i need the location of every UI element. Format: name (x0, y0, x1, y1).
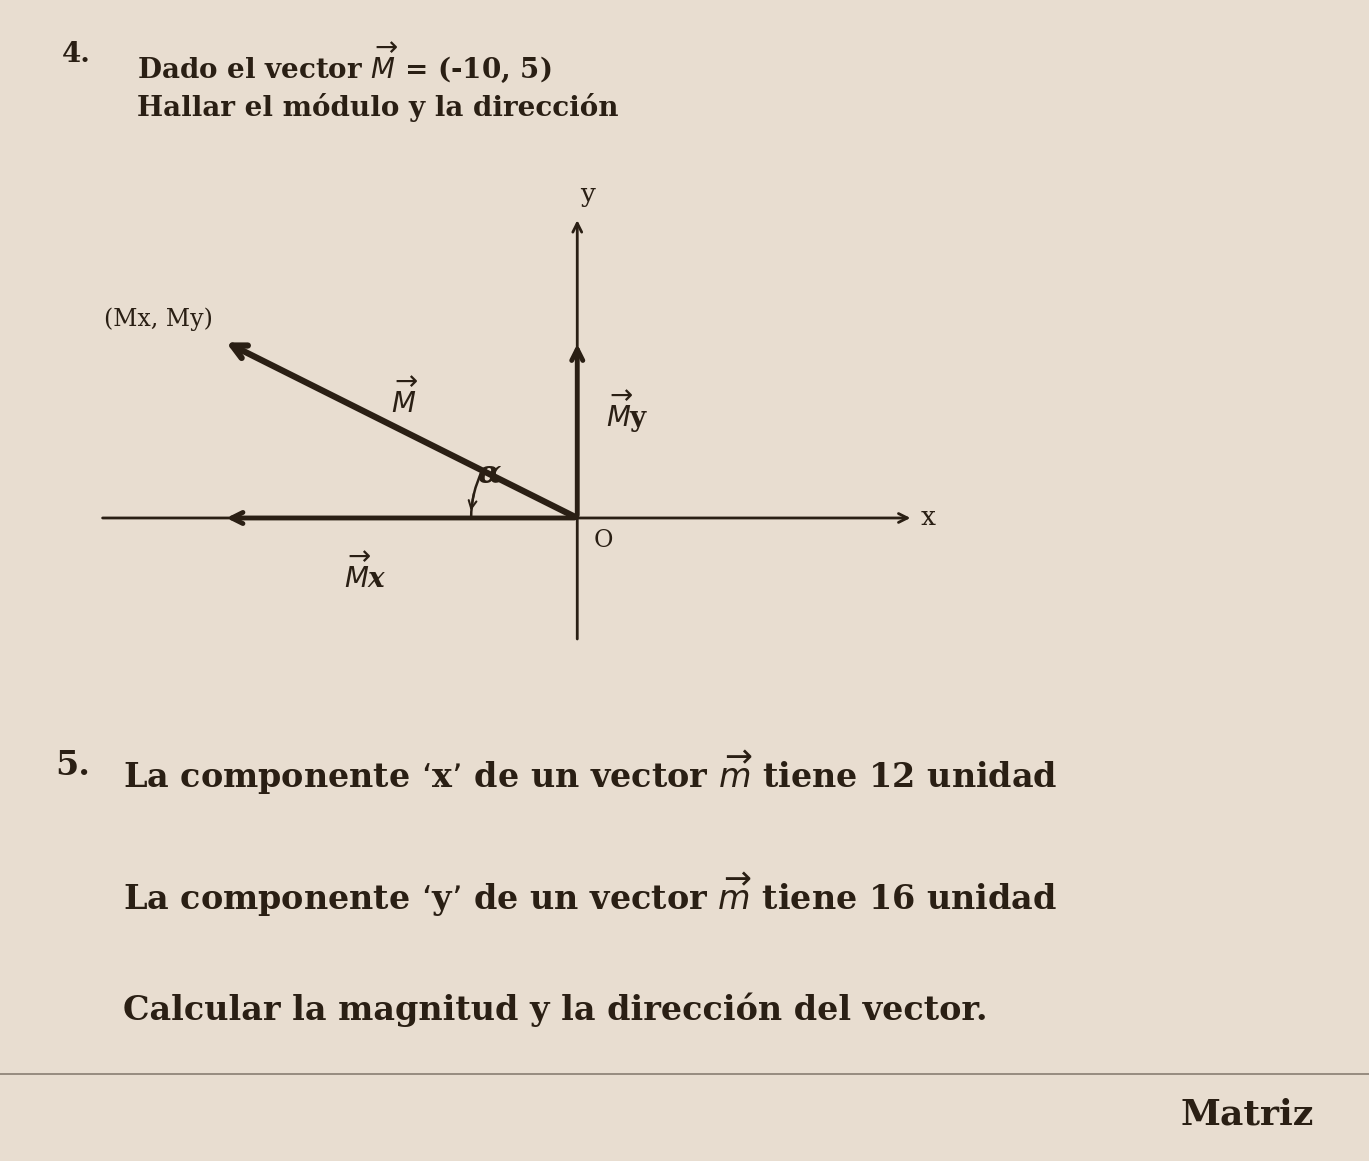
Text: Matriz: Matriz (1181, 1097, 1314, 1131)
Text: Calcular la magnitud y la dirección del vector.: Calcular la magnitud y la dirección del … (123, 993, 988, 1027)
Text: y: y (580, 182, 596, 207)
Text: $\overrightarrow{M}$: $\overrightarrow{M}$ (390, 378, 418, 419)
Text: Hallar el módulo y la dirección: Hallar el módulo y la dirección (137, 93, 619, 122)
Text: $\overrightarrow{M}$x: $\overrightarrow{M}$x (344, 554, 386, 593)
Text: O: O (593, 528, 613, 551)
Text: La componente ‘y’ de un vector $\overrightarrow{m}$ tiene 16 unidad: La componente ‘y’ de un vector $\overrig… (123, 871, 1057, 920)
Text: (Mx, My): (Mx, My) (104, 307, 214, 331)
Text: 5.: 5. (55, 749, 90, 781)
Text: Dado el vector $\overrightarrow{M}$ = (-10, 5): Dado el vector $\overrightarrow{M}$ = (-… (137, 41, 552, 85)
Text: La componente ‘x’ de un vector $\overrightarrow{m}$ tiene 12 unidad: La componente ‘x’ de un vector $\overrig… (123, 749, 1058, 798)
Text: α: α (478, 459, 501, 490)
Text: x: x (920, 505, 935, 531)
Text: 4.: 4. (62, 41, 90, 67)
Text: $\overrightarrow{M}$y: $\overrightarrow{M}$y (605, 389, 649, 435)
